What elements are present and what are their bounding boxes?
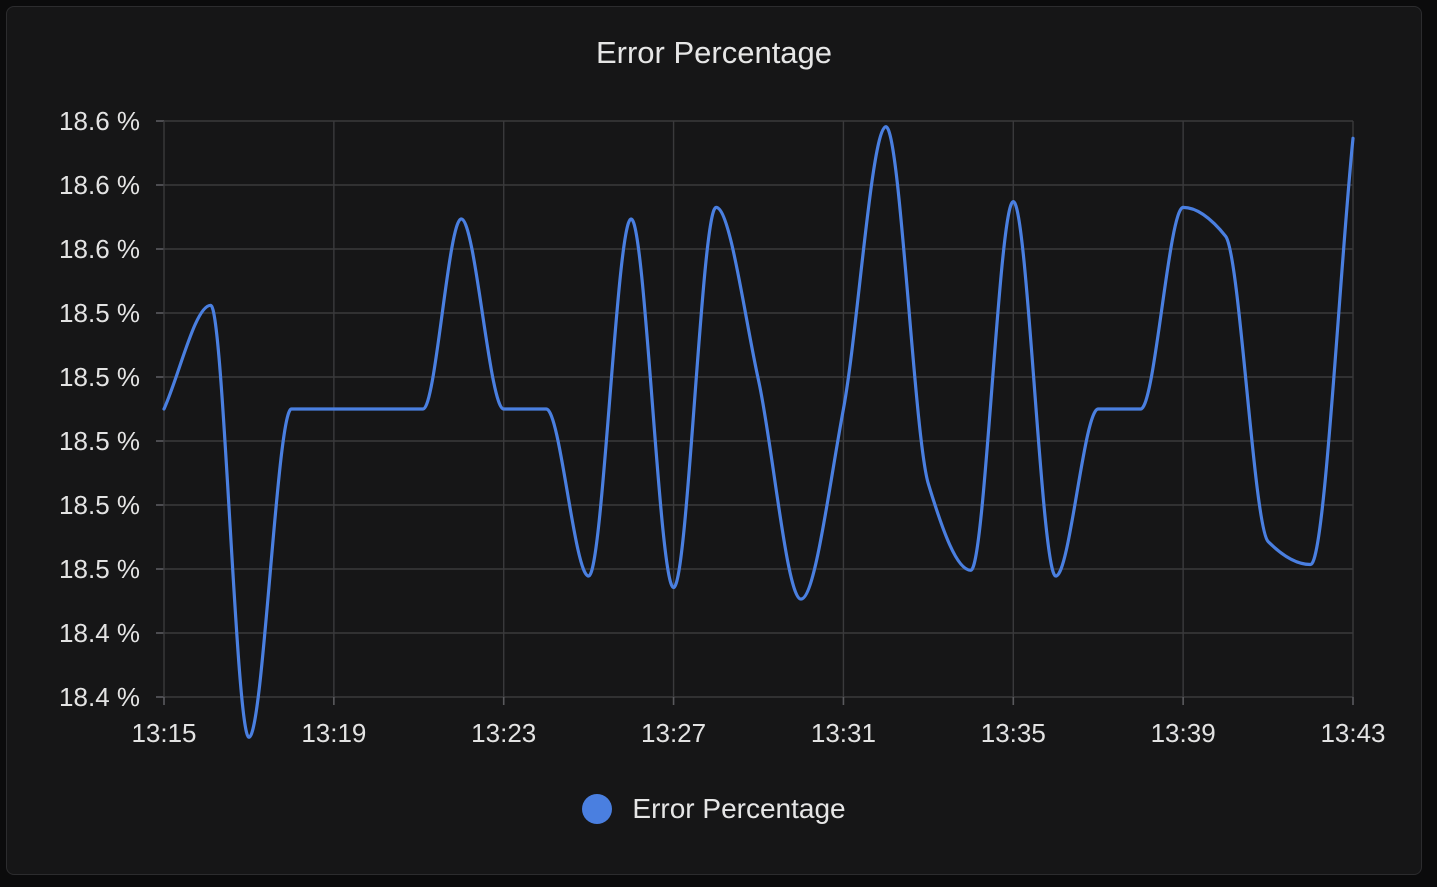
grid	[156, 120, 1354, 705]
legend-label: Error Percentage	[632, 793, 846, 824]
x-tick-label: 13:39	[1151, 718, 1216, 748]
series-layer	[162, 125, 1355, 739]
x-tick-label: 13:31	[811, 718, 876, 748]
y-axis-ticks: 18.6 % 18.6 % 18.6 % 18.5 % 18.5 % 18.5 % 18.5…	[59, 106, 140, 712]
chart-title: Error Percentage	[595, 35, 833, 70]
y-tick-label: 18.6 %	[59, 106, 140, 136]
y-tick-label: 18.6 %	[59, 170, 140, 200]
x-tick-label: 13:35	[981, 718, 1046, 748]
x-tick-label: 13:19	[301, 718, 366, 748]
legend[interactable]: Error Percentage	[7, 793, 1421, 825]
x-tick-label: 13:15	[131, 718, 196, 748]
y-tick-label: 18.4 %	[59, 682, 140, 712]
series-line-error-percentage[interactable]	[162, 125, 1355, 739]
y-tick-label: 18.5 %	[59, 362, 140, 392]
line-chart: 18.6 % 18.6 % 18.6 % 18.5 % 18.5 % 18.5 % 18.5…	[59, 106, 1385, 748]
x-axis-ticks: 13:15 13:19 13:23 13:27 13:31 13:35 13:39 13:43	[131, 718, 1385, 748]
legend-swatch-icon	[582, 794, 613, 824]
y-tick-label: 18.6 %	[59, 234, 140, 264]
chart-panel: Error Percentage 18.6 % 18.6 % 18.6 % 18.5 …	[6, 6, 1422, 875]
y-tick-label: 18.5 %	[59, 554, 140, 584]
x-tick-label: 13:43	[1320, 718, 1385, 748]
x-tick-label: 13:23	[471, 718, 536, 748]
y-tick-label: 18.4 %	[59, 618, 140, 648]
x-tick-label: 13:27	[641, 718, 706, 748]
y-tick-label: 18.5 %	[59, 490, 140, 520]
y-tick-label: 18.5 %	[59, 298, 140, 328]
y-tick-label: 18.5 %	[59, 426, 140, 456]
